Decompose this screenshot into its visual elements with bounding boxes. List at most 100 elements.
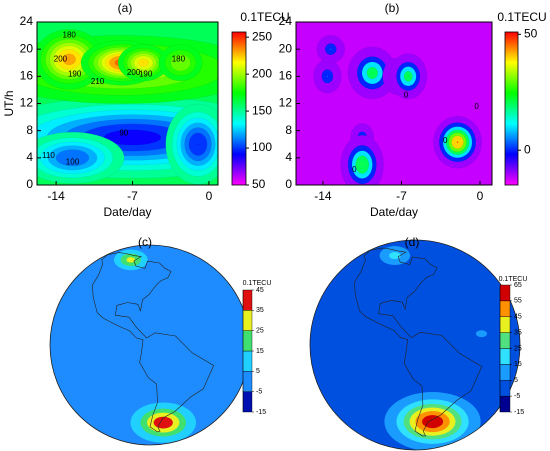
contour-label: 0	[404, 90, 409, 99]
colorbar	[504, 31, 519, 186]
colorbar-segment	[242, 391, 253, 413]
blob-center	[179, 62, 182, 64]
contour-label: 0	[443, 136, 448, 145]
y-tick-label: 24	[20, 14, 34, 28]
colorbar-tick-label: -15	[256, 409, 266, 416]
blob-center	[330, 48, 332, 50]
x-axis-label: Date/day	[370, 205, 418, 219]
blob-center	[197, 143, 199, 145]
colorbar-segment	[499, 348, 511, 365]
colorbar-tick-label: 5	[514, 377, 518, 384]
x-tick-label: -14	[47, 189, 65, 203]
colorbar-tick-label: 65	[514, 282, 522, 289]
hotspot-center	[129, 258, 132, 261]
y-tick-label: 20	[20, 41, 34, 55]
contour-label: 110	[42, 151, 55, 160]
y-tick-label: 12	[20, 96, 34, 110]
plot-area	[296, 22, 492, 185]
blob-center	[142, 62, 145, 64]
x-axis-label: Date/day	[103, 205, 151, 219]
y-tick-label: 8	[285, 123, 292, 137]
blob-center	[456, 141, 459, 143]
colorbar-tick-label: 50	[524, 26, 538, 40]
colorbar-tick-label: 15	[256, 348, 264, 355]
coastline	[91, 252, 215, 432]
contour-label: 180	[172, 54, 186, 63]
colorbar-tick-label: 200	[252, 66, 272, 80]
colorbar-tick-label: -15	[514, 409, 524, 416]
colorbar-tick-label: 45	[256, 287, 264, 294]
x-tick-label: -7	[127, 189, 138, 203]
colorbar-tick-label: 100	[252, 140, 272, 154]
contour-label: 190	[68, 69, 82, 78]
blob-center	[361, 164, 363, 166]
panel-title: (b)	[385, 1, 400, 15]
colorbar-segment	[242, 289, 253, 311]
plot-area	[37, 22, 218, 185]
y-axis-label: UT/h	[2, 90, 16, 116]
panel-title: (d)	[405, 235, 420, 249]
globe	[310, 240, 520, 450]
globe-background	[50, 245, 250, 445]
colorbar-segment	[242, 350, 253, 372]
colorbar-tick-label: 150	[252, 103, 272, 117]
contour-label: 190	[139, 69, 153, 78]
y-tick-label: 0	[285, 177, 292, 191]
colorbar-tick-label: 15	[514, 361, 522, 368]
colorbar-tick-label: 25	[514, 345, 522, 352]
colorbar-tick-label: 25	[256, 328, 264, 335]
contour-label: 90	[119, 128, 128, 137]
contour-label: 200	[54, 54, 68, 63]
y-tick-label: 8	[26, 123, 33, 137]
colorbar-tick-label: 0	[524, 142, 531, 156]
colorbar-label: 0.1TECU	[497, 10, 546, 24]
colorbar-tick-label: 50	[252, 177, 266, 191]
colorbar-label: 0.1TECU	[499, 276, 528, 283]
y-tick-label: 4	[26, 150, 33, 164]
hotspot-center	[480, 332, 483, 335]
colorbar-segment	[499, 284, 511, 302]
colorbar-segment	[499, 380, 511, 397]
colorbar-segment	[242, 310, 253, 331]
x-tick-label: -7	[396, 189, 407, 203]
panel-title: (a)	[118, 1, 133, 15]
colorbar-tick-label: 250	[252, 29, 272, 43]
globe-background	[310, 240, 520, 450]
colorbar-label: 0.1TECU	[243, 280, 272, 287]
colorbar-tick-label: -5	[514, 393, 520, 400]
colorbar-segment	[242, 371, 253, 392]
colorbar-tick-label: -5	[256, 389, 262, 396]
contour-label: 210	[91, 77, 105, 86]
colorbar-label: 0.1TECU	[240, 10, 289, 24]
hotspot-center	[431, 420, 434, 423]
colorbar-tick-label: 55	[514, 298, 522, 305]
hotspot-center	[393, 254, 396, 257]
colorbar-segment	[499, 364, 511, 381]
colorbar-segment	[499, 332, 511, 349]
globe-outline	[309, 239, 521, 451]
colorbar	[231, 31, 247, 186]
coastline	[353, 247, 483, 437]
panel-title: (c)	[138, 235, 152, 249]
contour-label: 100	[66, 158, 80, 167]
x-tick-label: -14	[314, 189, 332, 203]
colorbar-tick-label: 45	[514, 314, 522, 321]
y-tick-label: 20	[279, 41, 293, 55]
colorbar-segment	[242, 330, 253, 352]
y-tick-label: 4	[285, 150, 292, 164]
blob-center	[407, 75, 409, 77]
colorbar-segment	[499, 316, 511, 333]
contour-label: 0	[352, 165, 357, 174]
colorbar-tick-label: 5	[256, 368, 260, 375]
colorbar-tick-label: 35	[256, 307, 264, 314]
colorbar-segment	[499, 300, 511, 317]
y-tick-label: 16	[279, 69, 293, 83]
blob-center	[326, 75, 329, 77]
x-tick-label: 0	[206, 189, 213, 203]
blob-center	[71, 157, 74, 159]
contour-label: 180	[63, 31, 77, 40]
colorbar-segment	[499, 395, 511, 413]
globe	[50, 245, 250, 445]
y-tick-label: 12	[279, 96, 293, 110]
